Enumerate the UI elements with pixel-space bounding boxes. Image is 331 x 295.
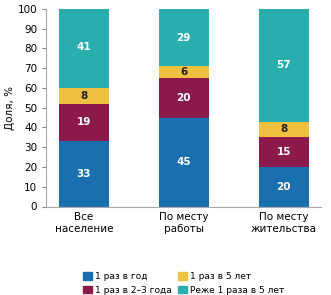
Y-axis label: Доля, %: Доля, %	[5, 86, 15, 130]
Text: 29: 29	[176, 32, 191, 42]
Bar	[159, 9, 209, 66]
Text: 45: 45	[176, 157, 191, 167]
Bar	[259, 9, 308, 122]
Bar	[259, 167, 308, 206]
Bar	[159, 118, 209, 206]
Text: 33: 33	[76, 169, 91, 179]
Legend: 1 раз в год, 1 раз в 2–3 года, 1 раз в 5 лет, Реже 1 раза в 5 лет: 1 раз в год, 1 раз в 2–3 года, 1 раз в 5…	[81, 270, 286, 295]
Text: 6: 6	[180, 67, 187, 77]
Bar	[59, 7, 109, 88]
Text: 8: 8	[80, 91, 87, 101]
Text: 41: 41	[76, 42, 91, 53]
Text: 20: 20	[276, 182, 291, 192]
Bar	[259, 137, 308, 167]
Bar	[159, 66, 209, 78]
Bar	[59, 141, 109, 206]
Text: 20: 20	[176, 93, 191, 103]
Bar	[259, 122, 308, 137]
Text: 19: 19	[76, 117, 91, 127]
Text: 8: 8	[280, 124, 287, 135]
Text: 57: 57	[276, 60, 291, 70]
Bar	[59, 104, 109, 141]
Text: 15: 15	[276, 147, 291, 157]
Bar	[159, 78, 209, 118]
Bar	[59, 88, 109, 104]
